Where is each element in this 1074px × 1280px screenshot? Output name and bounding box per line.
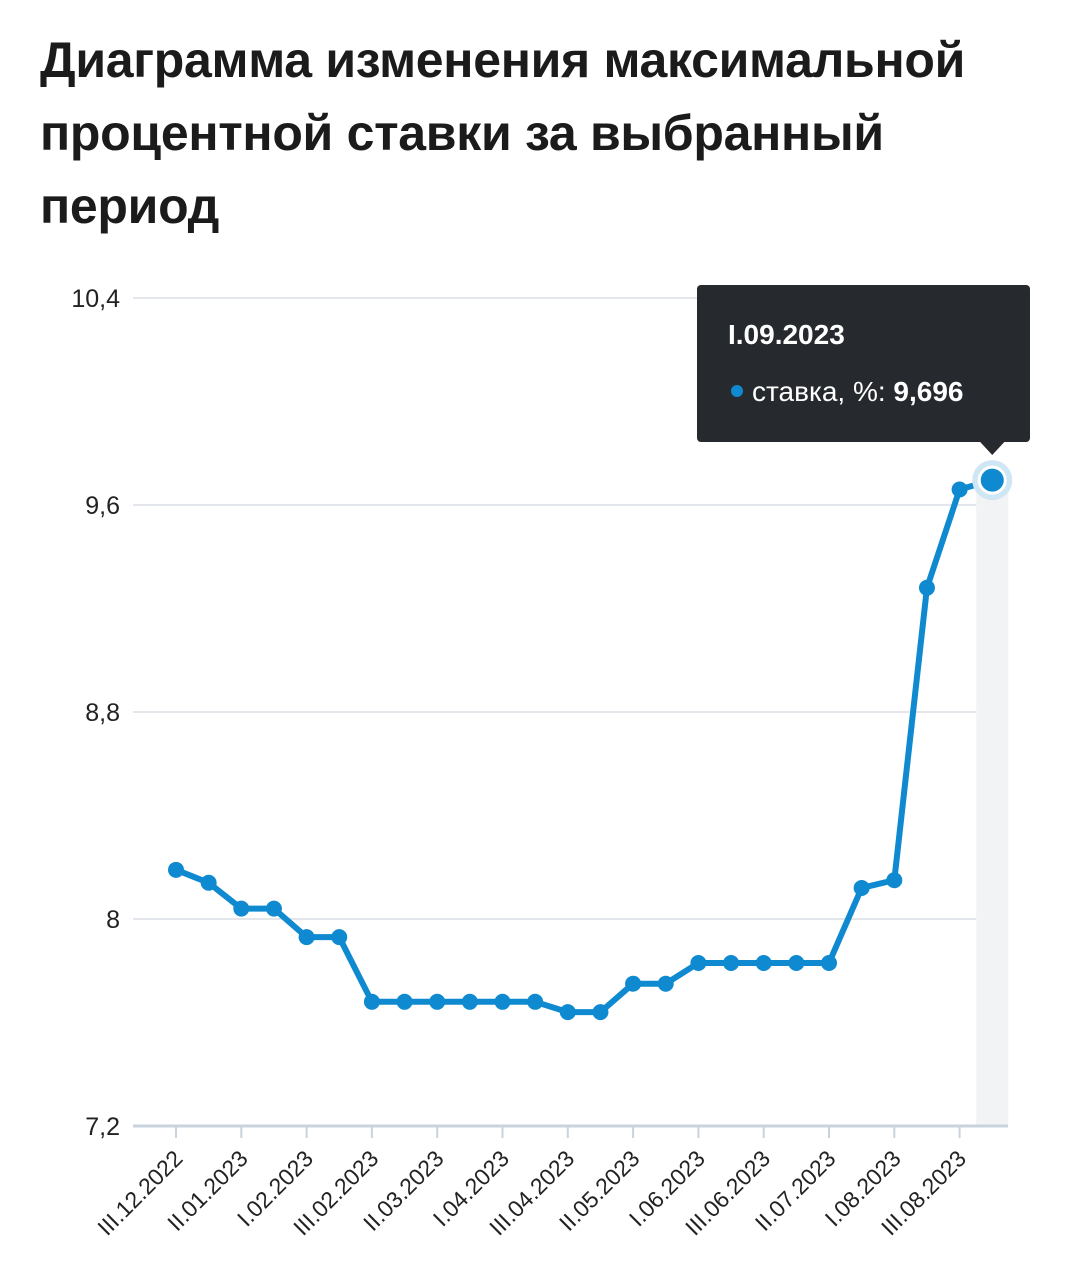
data-point[interactable]	[527, 993, 544, 1010]
data-point[interactable]	[265, 900, 282, 917]
active-data-point[interactable]	[977, 465, 1007, 495]
data-point[interactable]	[396, 993, 413, 1010]
hover-highlight	[976, 480, 1009, 1126]
data-point[interactable]	[200, 874, 217, 891]
tooltip-pointer	[979, 441, 1006, 455]
x-axis: III.12.2022II.01.2023I.02.2023III.02.202…	[92, 1124, 1008, 1240]
data-point[interactable]	[723, 954, 740, 971]
series-line	[173, 477, 996, 1016]
data-point[interactable]	[494, 993, 511, 1010]
data-point[interactable]	[657, 975, 674, 992]
data-point[interactable]	[625, 975, 642, 992]
tooltip: I.09.2023 ставка, %: 9,696	[697, 285, 1030, 455]
tooltip-value: 9,696	[893, 376, 963, 407]
y-axis: 10,4 9,6 8,8 8 7,2	[71, 285, 120, 1141]
tooltip-value-line: ставка, %: 9,696	[752, 376, 964, 407]
data-point[interactable]	[298, 929, 315, 946]
tooltip-series-label: ставка, %:	[752, 376, 893, 407]
data-point[interactable]	[592, 1004, 609, 1021]
tooltip-box	[697, 285, 1030, 442]
data-point[interactable]	[559, 1004, 576, 1021]
data-point[interactable]	[821, 954, 837, 971]
y-tick-label: 8,8	[85, 699, 120, 727]
data-point[interactable]	[168, 861, 184, 878]
tooltip-title: I.09.2023	[728, 319, 845, 350]
hover-band	[976, 480, 1009, 1126]
data-point[interactable]	[363, 993, 380, 1010]
y-tick-label: 8	[106, 906, 120, 934]
data-point[interactable]	[331, 929, 348, 946]
y-tick-label: 9,6	[85, 492, 120, 520]
data-point[interactable]	[233, 900, 250, 917]
data-point[interactable]	[918, 579, 935, 596]
y-tick-label: 7,2	[85, 1113, 120, 1141]
chart-title: Диаграмма изменения максимальной процент…	[40, 32, 966, 234]
data-point[interactable]	[951, 481, 968, 498]
tooltip-series-marker	[731, 385, 743, 397]
series-ставка[interactable]	[168, 460, 1013, 1021]
data-point[interactable]	[690, 954, 707, 971]
data-point[interactable]	[429, 993, 446, 1010]
data-point[interactable]	[886, 872, 903, 889]
y-tick-label: 10,4	[71, 285, 120, 313]
data-point[interactable]	[461, 993, 478, 1010]
data-point[interactable]	[853, 879, 870, 896]
data-point[interactable]	[788, 954, 805, 971]
data-point[interactable]	[755, 954, 772, 971]
